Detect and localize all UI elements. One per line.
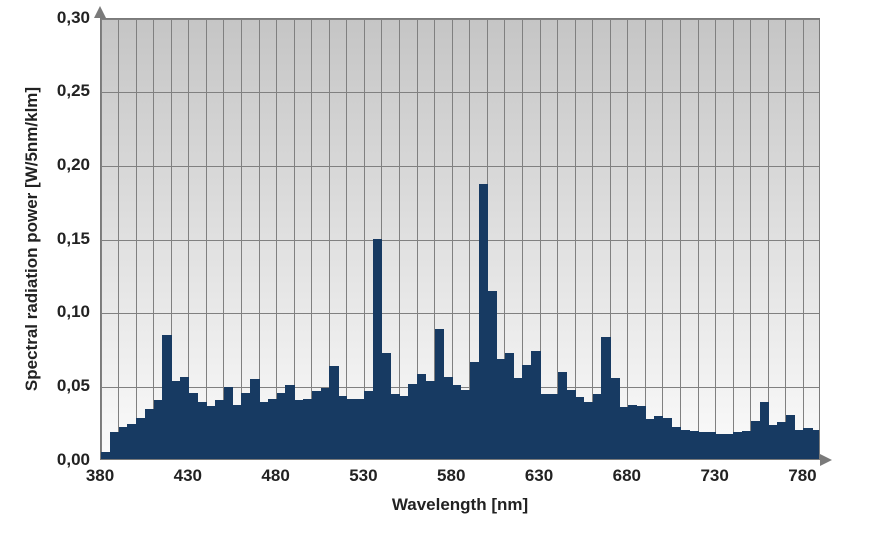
x-tick-label: 780 <box>788 466 816 486</box>
x-tick-label: 730 <box>700 466 728 486</box>
y-tick-label: 0,00 <box>0 450 90 470</box>
x-tick-label: 430 <box>174 466 202 486</box>
x-tick-label: 380 <box>86 466 114 486</box>
y-axis-label: Spectral radiation power [W/5nm/klm] <box>22 18 42 460</box>
x-axis-label: Wavelength [nm] <box>100 495 820 515</box>
y-tick-label: 0,15 <box>0 229 90 249</box>
y-tick-label: 0,10 <box>0 302 90 322</box>
y-tick-label: 0,05 <box>0 376 90 396</box>
x-tick-label: 530 <box>349 466 377 486</box>
y-tick-label: 0,30 <box>0 8 90 28</box>
x-tick-label: 480 <box>261 466 289 486</box>
x-tick-label: 580 <box>437 466 465 486</box>
x-axis-arrow-icon <box>820 454 832 466</box>
y-axis-arrow-icon <box>94 6 106 18</box>
spectral-chart: 0,00 0,05 0,10 0,15 0,20 0,25 0,30 380 430 480 53… <box>0 0 887 547</box>
x-tick-label: 630 <box>525 466 553 486</box>
plot-area <box>100 18 820 460</box>
bar <box>812 430 820 459</box>
bars-layer <box>101 19 819 459</box>
x-tick-label: 680 <box>613 466 641 486</box>
y-tick-label: 0,20 <box>0 155 90 175</box>
y-tick-label: 0,25 <box>0 81 90 101</box>
